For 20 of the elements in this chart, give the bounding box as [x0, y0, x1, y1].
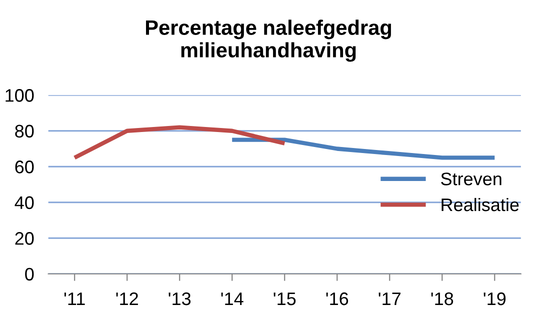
- x-tick-label: '15: [274, 292, 296, 306]
- y-tick-label: 0: [25, 268, 34, 281]
- line-series: [72, 125, 287, 160]
- chart-title: Percentage naleefgedrag milieuhandhaving: [146, 20, 392, 62]
- x-tick-label: '19: [484, 292, 506, 306]
- y-tick-label: 80: [15, 124, 34, 138]
- x-tick-label: '11: [64, 292, 85, 306]
- y-tick-label: 60: [15, 160, 34, 174]
- y-tick-label: 40: [14, 196, 34, 210]
- x-tick-label: '18: [431, 292, 454, 306]
- x-tick-label: '16: [326, 292, 348, 306]
- legend-label: Realisatie: [442, 198, 519, 212]
- x-tick-label: '14: [221, 292, 244, 306]
- y-tick-label: 20: [15, 232, 34, 245]
- x-tick-label: '17: [378, 292, 400, 306]
- legend-label: Streven: [441, 172, 502, 186]
- x-tick-label: '12: [116, 292, 138, 306]
- y-tick-label: 100: [6, 89, 34, 102]
- x-tick-label: '13: [168, 292, 191, 306]
- line-series: [230, 138, 497, 160]
